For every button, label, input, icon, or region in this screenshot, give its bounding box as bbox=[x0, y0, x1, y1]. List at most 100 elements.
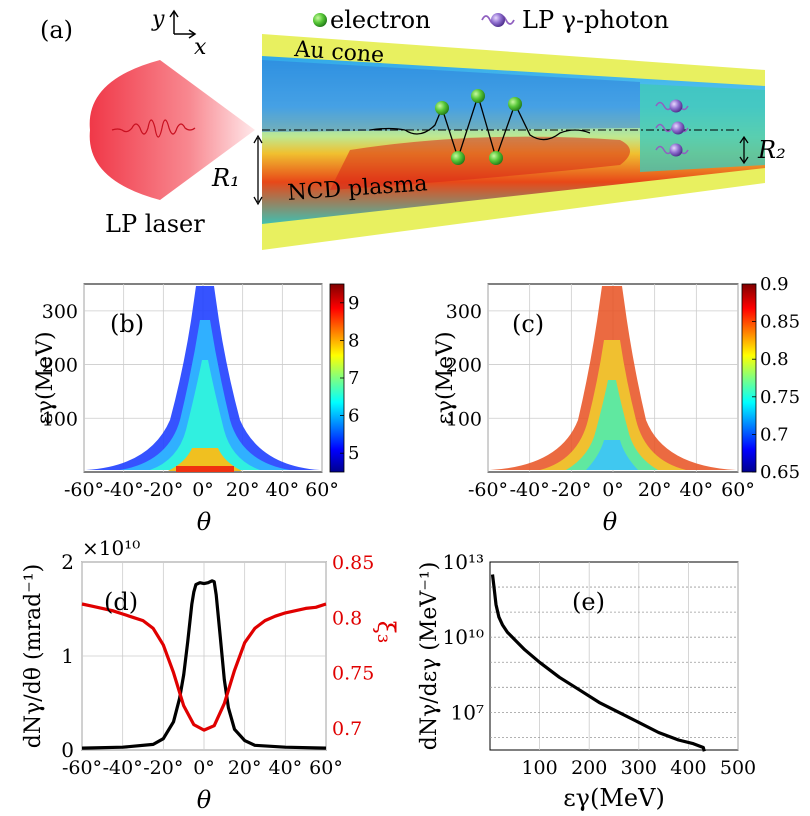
series-line-spectrum bbox=[490, 574, 706, 752]
laser-cone bbox=[89, 60, 255, 200]
y-tick-label: 300 bbox=[42, 301, 78, 323]
x-tick-label: -60° bbox=[468, 479, 508, 501]
y-tick-label: 100 bbox=[42, 408, 78, 430]
x-tick-label: -20° bbox=[551, 479, 591, 501]
heatmap-c-inner bbox=[566, 380, 658, 470]
legend-electron: electron bbox=[330, 6, 431, 34]
x-tick-label: -20° bbox=[143, 757, 183, 779]
r2-label: R₂ bbox=[757, 136, 786, 164]
x-tick-label: 40° bbox=[679, 479, 713, 501]
lp-laser-label: LP laser bbox=[105, 210, 205, 238]
panel-e: 100 200 300 400 500 10⁷ 10¹⁰ 10¹³ (e) dNγ/dεγ (… bbox=[417, 550, 756, 812]
colorbar-tick-label: 0.8 bbox=[760, 349, 789, 370]
y-tick-label: 10¹⁰ bbox=[443, 625, 484, 649]
y-right-tick-label: 0.7 bbox=[332, 718, 362, 740]
xlabel-e: εγ(MeV) bbox=[563, 784, 665, 812]
x-tick-label: 100 bbox=[521, 757, 557, 779]
colorbar-tick-label: 9 bbox=[348, 293, 359, 314]
heatmap-c-core bbox=[586, 440, 638, 470]
y-tick-label: 200 bbox=[446, 355, 482, 377]
axes-d: -60° -40° -20° 0° 20° 40° 60° 0 1 2 0.7 0.75 0.8 0.85 bbox=[61, 550, 374, 779]
colorbar-tick-label: 0.75 bbox=[760, 387, 800, 408]
x-tick-label: -60° bbox=[62, 757, 102, 779]
axis-indicator: y x bbox=[151, 7, 207, 60]
photon-group bbox=[655, 99, 689, 157]
x-tick-label: 300 bbox=[621, 757, 657, 779]
y-tick-label: 100 bbox=[446, 408, 482, 430]
photon-icon bbox=[671, 121, 685, 135]
legend-photon: LP γ-photon bbox=[522, 6, 669, 34]
x-tick-label: 60° bbox=[305, 479, 339, 501]
colorbar-c-ticks: 0.65 0.7 0.75 0.8 0.85 0.9 bbox=[752, 274, 800, 483]
x-tick-label: 20° bbox=[638, 479, 672, 501]
grid-d bbox=[81, 561, 327, 751]
series-line-dN/dtheta bbox=[81, 579, 327, 750]
x-tick-label: 0° bbox=[602, 479, 624, 501]
y-tick-label: 200 bbox=[42, 355, 78, 377]
photon-legend-icon bbox=[491, 13, 505, 27]
r1-label: R₁ bbox=[211, 164, 240, 192]
x-tick-label: 60° bbox=[309, 757, 343, 779]
panel-b: -60° -40° -20° 0° 20° 40° 60° 100 200 300 (b) 5 6 7… bbox=[33, 283, 359, 536]
x-tick-label: -60° bbox=[64, 479, 104, 501]
photon-icon bbox=[669, 99, 683, 113]
y-tick-label: 300 bbox=[446, 301, 482, 323]
exponent-d: ×10¹⁰ bbox=[82, 536, 140, 560]
ylabel-right-d: ξ̄₃ bbox=[372, 621, 400, 644]
x-tick-label: 40° bbox=[268, 757, 302, 779]
y-right-tick-label: 0.75 bbox=[332, 663, 374, 685]
x-tick-label: -40° bbox=[103, 757, 143, 779]
lines-e bbox=[490, 574, 706, 752]
x-tick-label: 0° bbox=[193, 757, 215, 779]
x-tick-label: -40° bbox=[510, 479, 550, 501]
ylabel-b: εγ(MeV) bbox=[33, 331, 58, 424]
colorbar-c bbox=[741, 283, 757, 473]
heatmap-b-base bbox=[176, 466, 234, 472]
y-tick-label: 10¹³ bbox=[443, 550, 484, 574]
x-tick-label: 400 bbox=[670, 757, 706, 779]
y-tick-label: 1 bbox=[61, 644, 74, 668]
colorbar-tick-label: 0.7 bbox=[760, 424, 789, 445]
grid-c bbox=[487, 284, 739, 472]
ylabel-e: dNγ/dεγ (MeV⁻¹) bbox=[417, 562, 442, 751]
laser-wave-packet bbox=[111, 119, 196, 138]
electron-legend-icon bbox=[313, 13, 327, 27]
panel-d-label: (d) bbox=[104, 588, 138, 616]
electron-icon bbox=[471, 89, 485, 103]
electron-icon bbox=[489, 151, 503, 165]
x-tick-label: 0° bbox=[192, 479, 214, 501]
axes-e: 100 200 300 400 500 10⁷ 10¹⁰ 10¹³ bbox=[443, 550, 757, 779]
colorbar-tick-label: 0.9 bbox=[760, 274, 789, 295]
axes-b: -60° -40° -20° 0° 20° 40° 60° 100 200 300 bbox=[42, 301, 339, 501]
colorbar-tick-label: 7 bbox=[348, 368, 359, 389]
electron-icon bbox=[451, 151, 465, 165]
panel-d: -60° -40° -20° 0° 20° 40° 60° 0 1 2 0.7 0.75 0.8 0.85… bbox=[21, 536, 400, 814]
series-line-xi3 bbox=[81, 602, 327, 732]
y-tick-label: 10⁷ bbox=[451, 700, 484, 724]
x-tick-label: -40° bbox=[104, 479, 144, 501]
plasma-red-region bbox=[330, 136, 630, 190]
panel-a-label: (a) bbox=[40, 16, 73, 44]
y-right-tick-label: 0.8 bbox=[332, 607, 362, 629]
x-tick-label: 200 bbox=[571, 757, 607, 779]
xlabel-b: θ bbox=[197, 508, 212, 536]
x-tick-label: 500 bbox=[720, 757, 756, 779]
panel-a: (a) y x electron LP γ-photon LP laser Au… bbox=[40, 6, 786, 250]
photon-icon bbox=[669, 143, 683, 157]
electron-icon bbox=[435, 101, 449, 115]
y-tick-label: 2 bbox=[61, 550, 74, 574]
grid-e bbox=[490, 562, 739, 750]
xlabel-c: θ bbox=[603, 508, 618, 536]
panel-c-label: (c) bbox=[512, 310, 544, 338]
heatmap-b-core bbox=[168, 448, 242, 471]
colorbar-tick-label: 6 bbox=[348, 406, 359, 427]
axes-c: -60° -40° -20° 0° 20° 40° 60° 100 200 300 bbox=[446, 301, 755, 501]
ylabel-d: dNγ/dθ (mrad⁻¹) bbox=[21, 564, 46, 748]
xlabel-d: θ bbox=[197, 786, 212, 814]
heatmap-b-inner bbox=[150, 360, 260, 470]
plot-e-frame bbox=[489, 561, 739, 751]
y-right-tick-label: 0.85 bbox=[332, 552, 374, 574]
x-tick-label: 20° bbox=[228, 757, 262, 779]
y-tick-label: 0 bbox=[61, 738, 74, 762]
